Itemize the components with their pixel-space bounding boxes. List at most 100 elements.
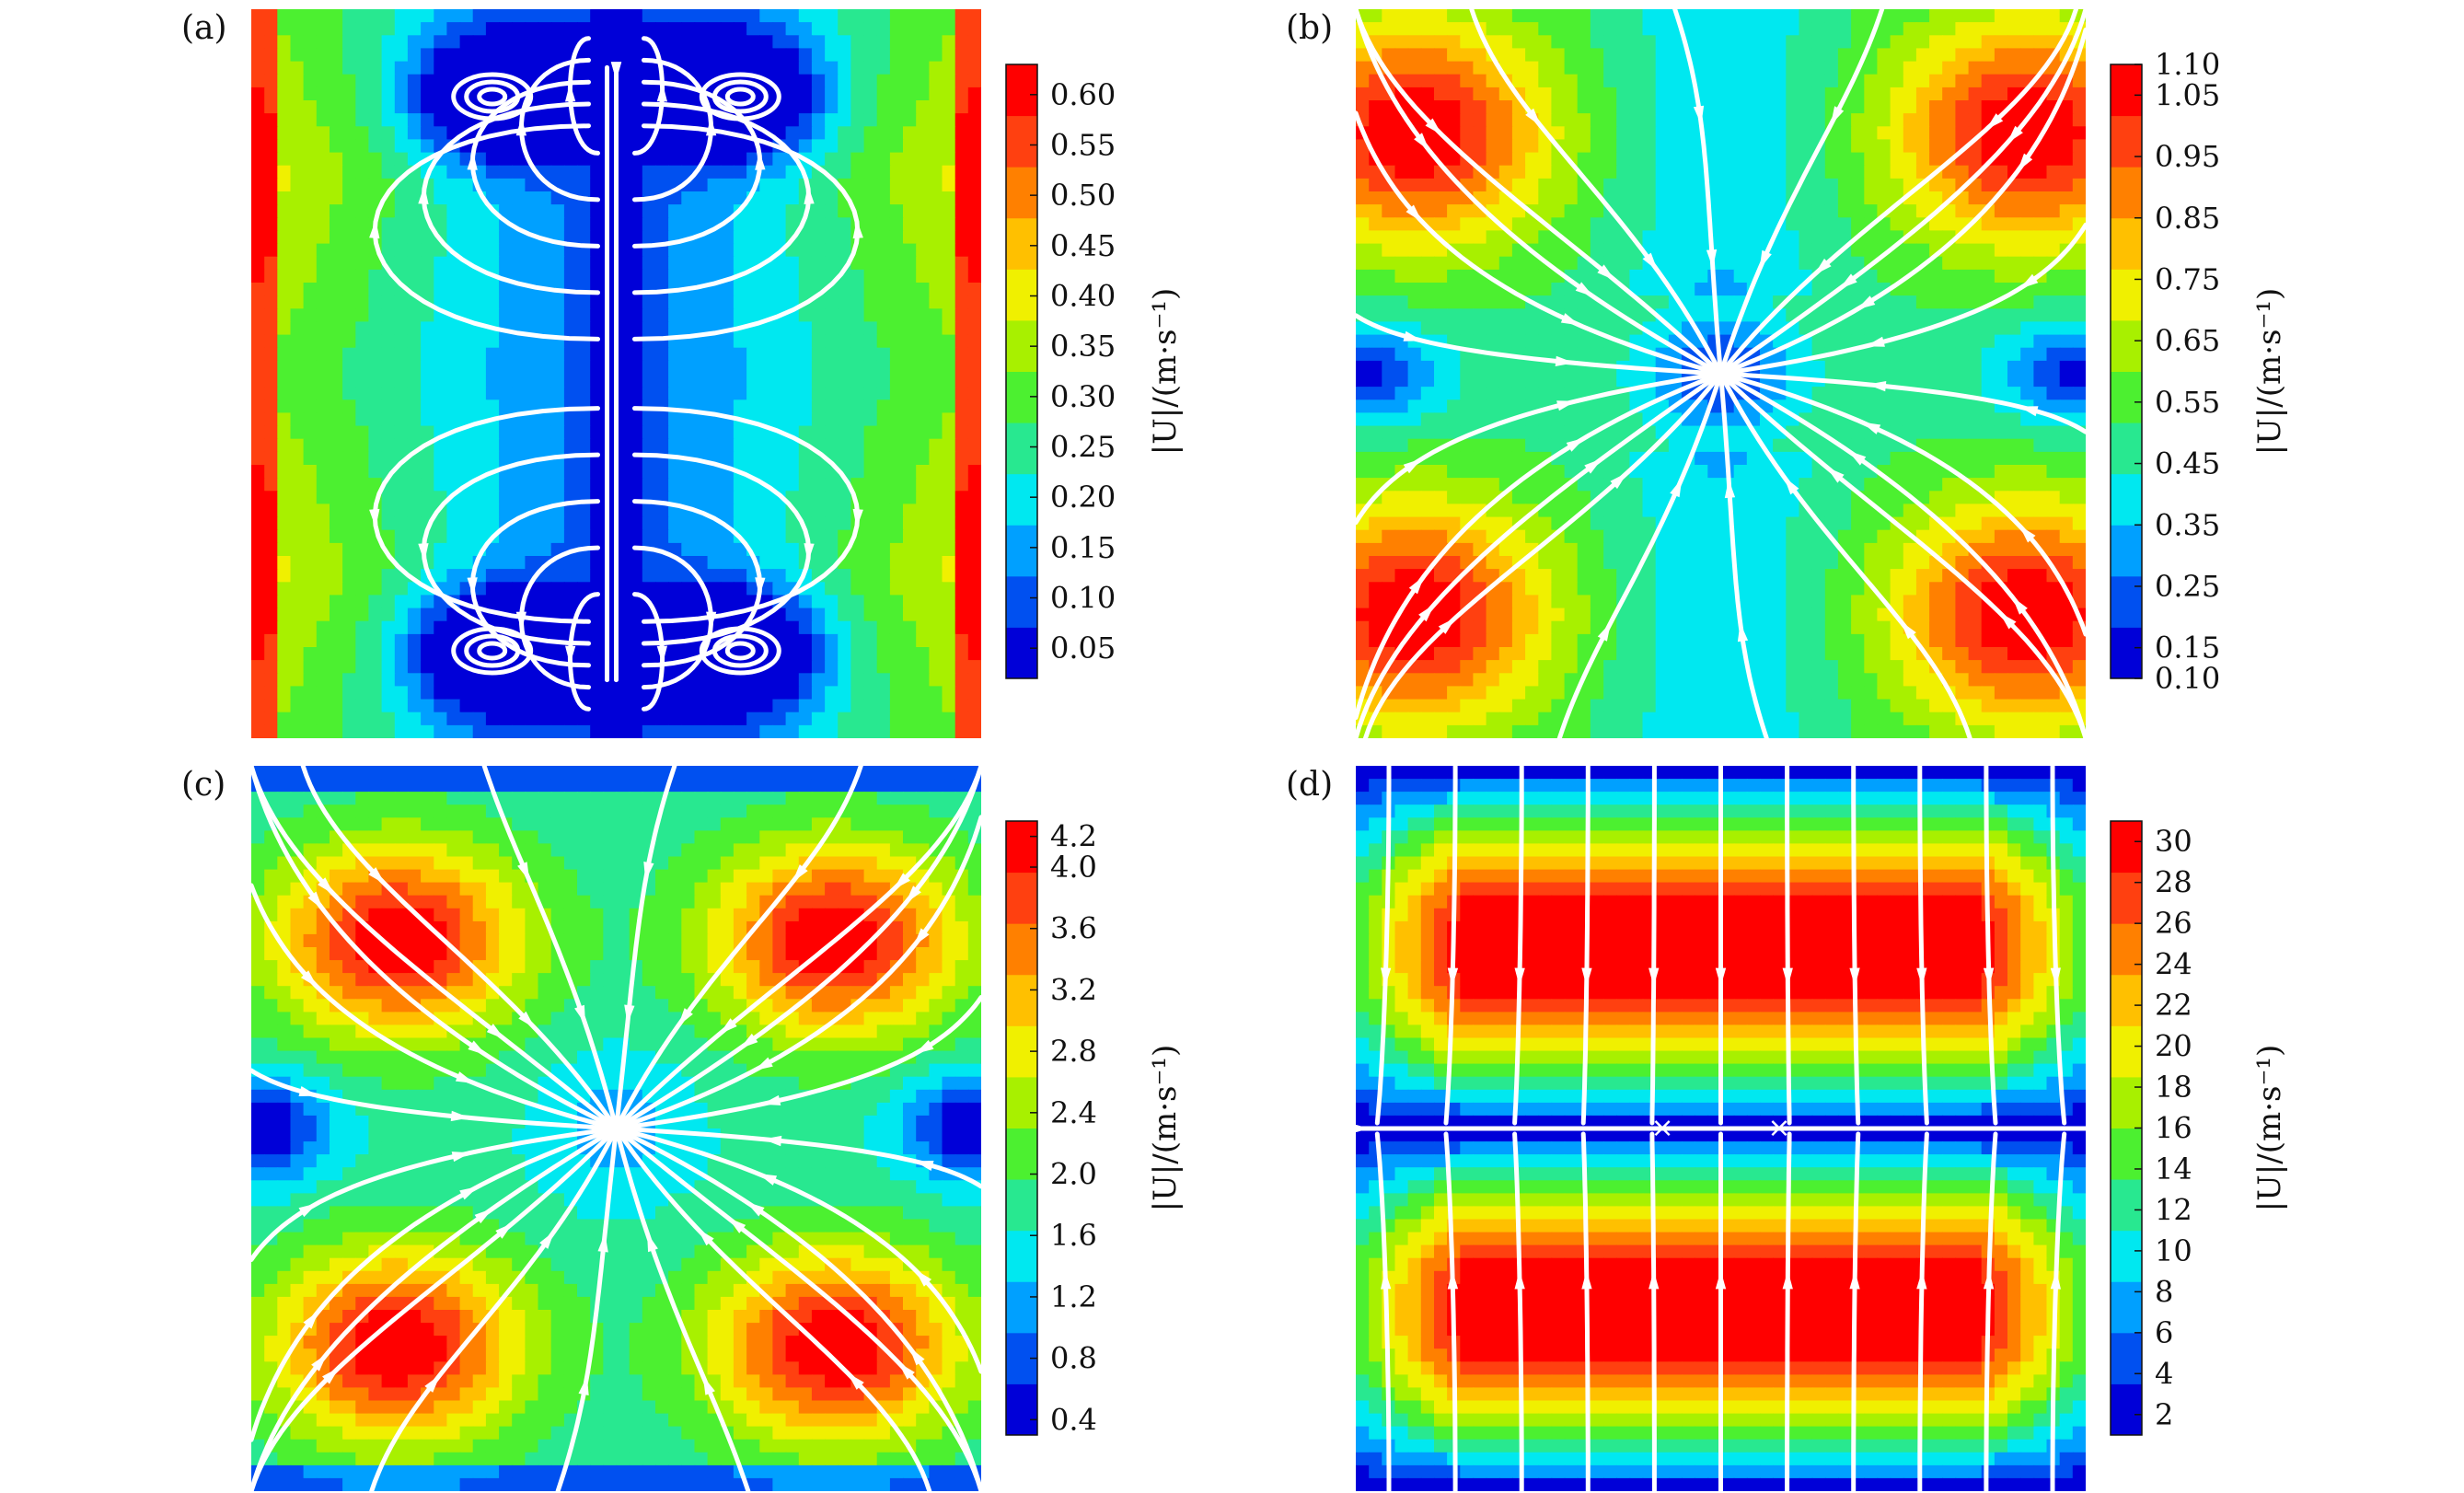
colorbar-tick-label: 22 (2155, 988, 2192, 1023)
streamline-arrow (656, 83, 667, 102)
colorbar-title: |U|/(m·s⁻¹) (1147, 1045, 1184, 1212)
contour-plot (251, 766, 981, 1491)
streamline-arrow (311, 1353, 328, 1371)
streamline (251, 766, 619, 1131)
colorbar-tick-label: 0.10 (2155, 661, 2220, 696)
colorbar-segment (2111, 525, 2142, 577)
streamline-arrow (303, 1311, 319, 1329)
streamline-arrow (1403, 330, 1423, 341)
streamline (1469, 9, 1723, 376)
streamline-arrow (418, 543, 429, 562)
streamline-arrow (1724, 479, 1736, 499)
streamline-arrow (761, 1094, 781, 1105)
colorbar-tick-label: 0.75 (2155, 261, 2220, 296)
streamline (1649, 766, 1657, 1126)
streamline-arrow (762, 1135, 782, 1147)
streamline (1785, 1131, 1792, 1491)
streamline (1556, 371, 1723, 738)
streamline (1718, 371, 2086, 637)
streamline-arrow (307, 891, 323, 910)
streamline-arrow (804, 543, 815, 562)
colorbar-segment (2111, 269, 2142, 321)
streamline-arrow (1556, 400, 1577, 411)
streamline (1718, 371, 2086, 738)
stagnation-marker: × (1650, 1112, 1673, 1144)
streamline-arrow (565, 83, 576, 102)
streamline-arrow (418, 185, 429, 204)
colorbar-tick-label: 28 (2155, 865, 2192, 900)
streamline (251, 883, 619, 1131)
streamline (1356, 371, 1723, 526)
vortex-core (477, 641, 508, 661)
streamline (614, 1126, 751, 1491)
streamline (614, 766, 981, 1131)
streamline-arrow (755, 151, 766, 170)
streamline (614, 1126, 981, 1491)
colorbar-tick-label: 2 (2155, 1397, 2173, 1432)
colorbar-segment (1006, 1179, 1037, 1232)
colorbar-tick-label: 0.15 (2155, 631, 2220, 665)
streamline-arrow (1525, 108, 1542, 127)
streamline-arrow (754, 1057, 773, 1071)
panel-label: (d) (1286, 766, 1333, 804)
contour-plot: × × (1356, 766, 2086, 1491)
vortex-core (477, 87, 508, 107)
colorbar-tick-label: 0.25 (2155, 569, 2220, 604)
streamline-arrow (2019, 273, 2039, 289)
streamline-arrow (2019, 406, 2039, 417)
streamline-arrow (1737, 622, 1749, 642)
streamline (614, 995, 981, 1131)
streamline-arrow (1900, 620, 1916, 640)
streamline-arrow (847, 1372, 864, 1390)
streamline-arrow (368, 867, 386, 885)
colorbar-segment (1006, 1076, 1037, 1128)
streamline-arrow (1784, 476, 1799, 495)
colorbar-segment (1006, 1383, 1037, 1436)
streamline (614, 1126, 981, 1189)
colorbar-tick-label: 8 (2155, 1274, 2173, 1309)
streamline-arrow (1584, 458, 1602, 474)
streamline-arrow (2050, 1270, 2061, 1290)
colorbar-tick-label: 3.6 (1050, 911, 1097, 946)
colorbar-tick-label: 20 (2155, 1029, 2192, 1064)
streamline (251, 1126, 619, 1491)
streamline-arrow (643, 862, 654, 881)
colorbar-tick-label: 1.10 (2155, 47, 2220, 82)
streamline-arrow (739, 1033, 758, 1049)
colorbar-tick-label: 0.85 (2155, 201, 2220, 236)
streamline (1363, 371, 1723, 738)
vortex-core (451, 626, 534, 676)
streamline-arrow (1597, 622, 1612, 642)
colorbar-segment (2111, 473, 2142, 526)
streamline-arrow (1865, 336, 1885, 347)
colorbar-tick-label: 0.10 (1050, 581, 1116, 616)
colorbar: 0.100.15 0.25 0.35 0.45 0.55 0.65 0.75 0.85 0.95… (2110, 47, 2288, 696)
streamline-arrow (1693, 105, 1705, 125)
streamline-arrow (792, 864, 808, 883)
colorbar-segment (2111, 319, 2142, 372)
colorbar-tick-label: 30 (2155, 824, 2192, 859)
streamline (614, 815, 981, 1131)
streamline (614, 1126, 981, 1374)
colorbar-segment (2111, 1230, 2142, 1282)
streamline (1356, 9, 1723, 376)
streamline (1785, 766, 1792, 1126)
colorbar-tick-label: 0.40 (1050, 278, 1116, 313)
colorbar-tick-label: 16 (2155, 1111, 2192, 1146)
streamline (1718, 371, 1769, 738)
streamline-arrow (647, 1233, 658, 1253)
streamline-arrow (1813, 258, 1832, 275)
streamline-arrow (1867, 381, 1887, 392)
colorbar-segment (1006, 269, 1037, 321)
streamline-arrow (1575, 282, 1594, 297)
streamline (1718, 371, 2086, 738)
streamline-arrow (1670, 478, 1683, 498)
streamline (1356, 371, 1723, 738)
colorbar-segment (2111, 974, 2142, 1026)
colorbar-segment (2111, 1332, 2142, 1384)
colorbar-segment (1006, 974, 1037, 1026)
streamline (1718, 222, 2086, 376)
